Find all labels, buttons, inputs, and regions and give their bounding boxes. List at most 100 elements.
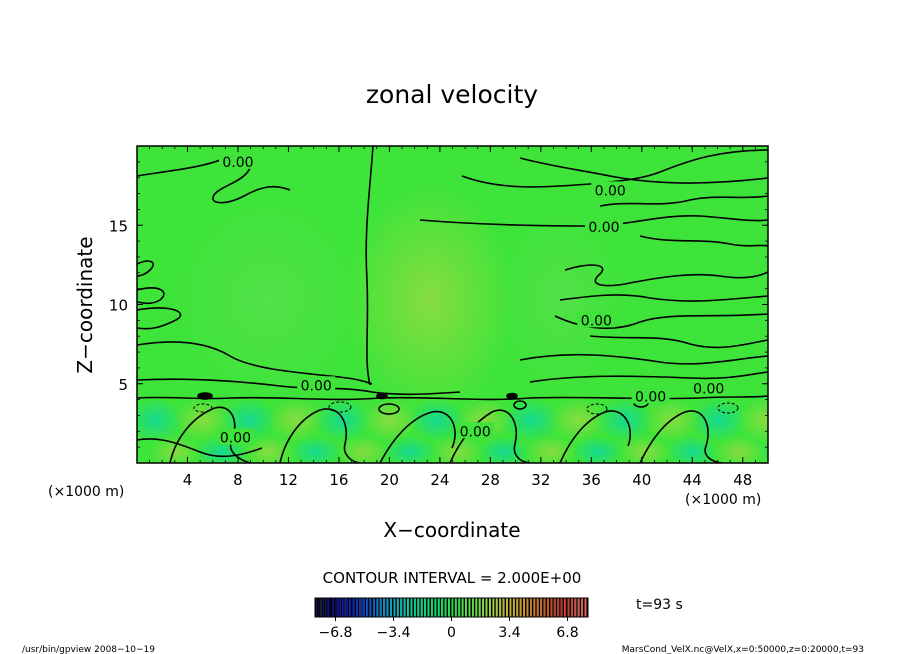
- colorbar-segment: [441, 598, 444, 617]
- colorbar-separator: [337, 598, 339, 617]
- colorbar-separator: [391, 598, 394, 617]
- field-cell: [619, 436, 671, 463]
- colorbar-segment: [547, 598, 549, 617]
- x-tick-label: 24: [430, 471, 449, 489]
- contour-line: [519, 353, 768, 365]
- colorbar-segment: [396, 598, 399, 617]
- colorbar-separator: [429, 598, 432, 617]
- colorbar-segment: [315, 598, 317, 617]
- colorbar-segment: [352, 598, 355, 617]
- x-tick-label: 28: [481, 471, 500, 489]
- colorbar-separator: [463, 598, 466, 617]
- colorbar-segment: [355, 598, 358, 617]
- colorbar-segment: [410, 598, 413, 617]
- contour-label-background: [577, 311, 616, 328]
- colorbar-separator: [327, 598, 329, 617]
- colorbar-separator: [583, 598, 585, 617]
- colorbar-separator: [436, 598, 438, 617]
- colorbar-separator: [569, 598, 571, 617]
- contour-label-background: [218, 152, 257, 169]
- colorbar-ticks: −6.8 −3.4 0 3.4 6.8: [318, 617, 579, 641]
- colorbar-segment: [338, 598, 341, 617]
- colorbar-segment: [471, 598, 474, 617]
- colorbar-segment: [533, 598, 536, 617]
- colorbar-separator: [480, 598, 483, 617]
- colorbar-separator: [439, 598, 442, 617]
- contour-line: [419, 214, 768, 227]
- contour-line: [559, 410, 632, 463]
- colorbar-segment: [516, 598, 519, 617]
- contour-line: [169, 406, 251, 463]
- contour-label: 0.00: [222, 155, 253, 171]
- colorbar-segment: [437, 598, 440, 617]
- colorbar-separator: [422, 598, 425, 617]
- colorbar-segment: [328, 598, 331, 617]
- colorbar-separator: [378, 598, 380, 617]
- x-tick-label: 4: [183, 471, 193, 489]
- contour-line: [586, 403, 608, 415]
- colorbar-separator: [364, 598, 367, 617]
- colorbar-segment: [465, 598, 468, 617]
- colorbar-segment: [325, 598, 328, 617]
- contour-label: 0.00: [581, 313, 612, 329]
- colorbar-segment: [383, 598, 386, 617]
- x-unit-right: (×1000 m): [685, 492, 761, 508]
- contour-labels: 0.00 0.00 0.00 0.00 0.00 0.00 0.00 0.00 0.00: [216, 152, 728, 447]
- field-cell: [713, 436, 765, 463]
- x-tick-label: 48: [733, 471, 752, 489]
- field-cell: [362, 398, 418, 442]
- colorbar-segment: [540, 598, 543, 617]
- colorbar-tick-label: 6.8: [556, 625, 578, 641]
- contour-line: [379, 410, 456, 463]
- x-tick-label: 44: [683, 471, 702, 489]
- colorbar-separator: [357, 598, 360, 617]
- colorbar-segment: [468, 598, 471, 617]
- colorbar-segment: [475, 598, 478, 617]
- footer-left: /usr/bin/gpview 2008−10−19: [22, 645, 155, 654]
- colorbar-tick-label: −6.8: [318, 625, 352, 641]
- colorbar-separator: [316, 598, 319, 617]
- colorbar-separator: [490, 598, 493, 617]
- contour-label: 0.00: [460, 424, 491, 440]
- colorbar-segment: [403, 598, 406, 617]
- x-tick-label: 20: [380, 471, 399, 489]
- colorbar-segment: [519, 598, 522, 617]
- x-tick-label: 8: [233, 471, 243, 489]
- colorbar-separator: [545, 598, 548, 617]
- colorbar-separator: [562, 598, 565, 617]
- contour-line: [137, 287, 165, 305]
- colorbar-segment: [424, 598, 427, 617]
- colorbar-separator: [351, 598, 353, 617]
- colorbar-separator: [330, 598, 333, 617]
- colorbar-separator: [419, 598, 421, 617]
- y-tick-label: 5: [118, 376, 128, 394]
- colorbar-separator: [501, 598, 503, 617]
- colorbar-separator: [460, 598, 462, 617]
- colorbar-segment: [458, 598, 461, 617]
- colorbar-segment: [407, 598, 410, 617]
- colorbar-separator: [487, 598, 490, 617]
- colorbar-separator: [535, 598, 537, 617]
- colorbar-separator: [453, 598, 455, 617]
- field-cell: [137, 398, 183, 442]
- colorbar-segment: [564, 598, 566, 617]
- colorbar-separator: [538, 598, 541, 617]
- colorbar-separator: [443, 598, 445, 617]
- contour-label-background: [216, 428, 255, 445]
- y-tick-label: 15: [109, 217, 128, 235]
- field-cell: [337, 436, 389, 463]
- y-axis: 5 10 15: [109, 161, 768, 448]
- colorbar-separator: [323, 598, 326, 617]
- colorbar-segment: [567, 598, 570, 617]
- colorbar-segment: [390, 598, 392, 617]
- contour-line: [376, 392, 388, 400]
- colorbar-separator: [385, 598, 387, 617]
- contour-lines: [137, 146, 768, 463]
- contour-line: [519, 157, 768, 184]
- colorbar-separator: [511, 598, 513, 617]
- contour-interval-text: CONTOUR INTERVAL = 2.000E+00: [323, 569, 582, 587]
- field-cell: [174, 398, 230, 442]
- colorbar-separator: [426, 598, 428, 617]
- x-tick-label: 12: [279, 471, 298, 489]
